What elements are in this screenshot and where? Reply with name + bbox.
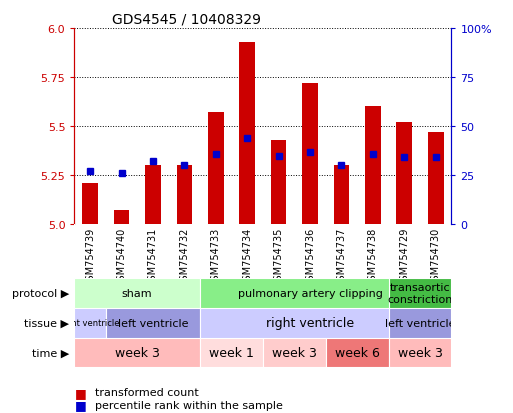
Bar [106,308,200,338]
Bar [200,338,263,368]
Text: GSM754737: GSM754737 [337,227,346,287]
Text: ■: ■ [74,386,86,399]
Text: pulmonary artery clipping: pulmonary artery clipping [238,288,383,298]
Text: protocol ▶: protocol ▶ [12,288,69,298]
Text: left ventricle: left ventricle [385,318,455,328]
Text: time ▶: time ▶ [32,348,69,358]
Text: GSM754735: GSM754735 [273,227,284,287]
Text: right ventricle: right ventricle [266,316,354,330]
Bar [365,107,381,225]
Text: GDS4545 / 10408329: GDS4545 / 10408329 [112,12,261,26]
Bar [240,43,255,225]
Text: GSM754738: GSM754738 [368,227,378,287]
Text: GSM754729: GSM754729 [399,227,409,287]
Text: left ventricle: left ventricle [117,318,188,328]
Text: transformed count: transformed count [95,387,199,397]
Text: week 3: week 3 [398,346,442,359]
Text: transaortic
constriction: transaortic constriction [387,282,452,304]
Text: GSM754740: GSM754740 [116,227,127,287]
Bar [263,338,326,368]
Text: ■: ■ [74,398,86,411]
Text: GSM754730: GSM754730 [431,227,441,287]
Bar [302,84,318,225]
Text: GSM754736: GSM754736 [305,227,315,287]
Text: tissue ▶: tissue ▶ [24,318,69,328]
Bar [271,140,286,225]
Bar [74,308,106,338]
Bar [389,278,451,308]
Bar [145,166,161,225]
Text: sham: sham [122,288,152,298]
Text: GSM754734: GSM754734 [242,227,252,287]
Bar [200,278,420,308]
Bar [200,308,420,338]
Bar [74,278,200,308]
Text: week 1: week 1 [209,346,254,359]
Bar [208,113,224,225]
Text: week 6: week 6 [335,346,380,359]
Bar [397,123,412,225]
Bar [326,338,389,368]
Text: GSM754733: GSM754733 [211,227,221,287]
Bar [428,133,444,225]
Text: GSM754731: GSM754731 [148,227,158,287]
Bar [74,338,200,368]
Text: right ventricle: right ventricle [61,318,120,328]
Bar [333,166,349,225]
Text: week 3: week 3 [115,346,160,359]
Bar [176,166,192,225]
Bar [114,211,129,225]
Text: week 3: week 3 [272,346,317,359]
Bar [389,308,451,338]
Bar [389,338,451,368]
Text: GSM754739: GSM754739 [85,227,95,287]
Text: GSM754732: GSM754732 [180,227,189,287]
Bar [82,183,98,225]
Text: percentile rank within the sample: percentile rank within the sample [95,400,283,410]
